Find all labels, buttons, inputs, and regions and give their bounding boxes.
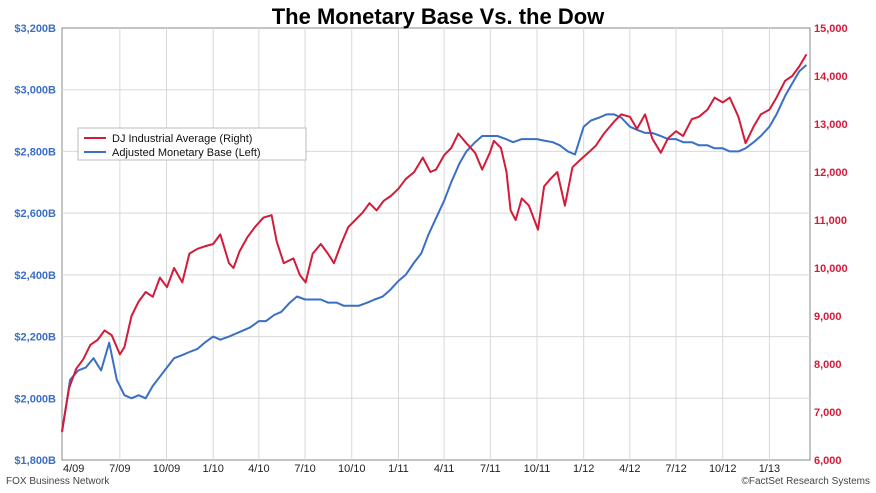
plot-area — [61, 27, 811, 461]
left-tick-label: $3,000B — [14, 85, 56, 97]
legend-label-monetary-base: Adjusted Monetary Base (Left) — [112, 147, 261, 159]
x-tick-label: 4/10 — [248, 463, 269, 475]
series-line-monetary-base — [61, 64, 808, 433]
grid — [62, 28, 810, 460]
right-tick-label: 11,000 — [814, 215, 847, 227]
right-tick-label: 7,000 — [814, 407, 842, 419]
left-tick-label: $2,200B — [14, 332, 56, 344]
x-tick-label: 1/11 — [388, 463, 409, 475]
right-tick-label: 10,000 — [814, 263, 848, 275]
right-tick-label: 12,000 — [814, 167, 848, 179]
x-tick-label: 7/09 — [109, 463, 130, 475]
right-tick-label: 15,000 — [814, 23, 848, 35]
left-tick-label: $2,000B — [14, 393, 56, 405]
right-axis: 6,000 7,000 8,000 9,000 10,000 11,000 12,000 13… — [814, 23, 848, 467]
right-tick-label: 6,000 — [814, 455, 842, 467]
x-axis: 4/09 7/09 10/09 1/10 4/10 7/10 10/10 1/11 4/11 7/… — [63, 463, 780, 475]
left-tick-label: $2,400B — [14, 270, 56, 282]
chart-title: The Monetary Base Vs. the Dow — [271, 4, 605, 29]
x-tick-label: 1/10 — [203, 463, 224, 475]
x-tick-label: 10/12 — [709, 463, 737, 475]
right-tick-label: 13,000 — [814, 119, 848, 131]
right-tick-label: 9,000 — [814, 311, 842, 323]
x-tick-label: 10/10 — [338, 463, 366, 475]
legend-label-dow: DJ Industrial Average (Right) — [112, 133, 252, 145]
x-tick-label: 4/11 — [434, 463, 455, 475]
left-tick-label: $2,600B — [14, 208, 56, 220]
x-tick-label: 4/09 — [63, 463, 84, 475]
copyright-credit: ©FactSet Research Systems — [741, 476, 870, 487]
series — [61, 53, 808, 433]
source-credit: FOX Business Network — [6, 476, 110, 487]
legend: DJ Industrial Average (Right) Adjusted M… — [77, 127, 307, 161]
x-tick-label: 7/11 — [480, 463, 501, 475]
left-tick-label: $2,800B — [14, 146, 56, 158]
x-tick-label: 4/12 — [619, 463, 640, 475]
series-line-dow — [61, 53, 808, 432]
x-tick-label: 1/12 — [573, 463, 594, 475]
left-tick-label: $1,800B — [14, 455, 56, 467]
x-tick-label: 7/12 — [665, 463, 686, 475]
left-axis: $1,800B $2,000B $2,200B $2,400B $2,600B $2,80… — [14, 23, 56, 467]
x-tick-label: 1/13 — [759, 463, 780, 475]
x-tick-label: 10/11 — [524, 463, 551, 475]
left-tick-label: $3,200B — [14, 23, 56, 35]
right-tick-label: 8,000 — [814, 359, 842, 371]
legend-box — [77, 127, 307, 161]
x-tick-label: 10/09 — [153, 463, 181, 475]
right-tick-label: 14,000 — [814, 71, 848, 83]
x-tick-label: 7/10 — [294, 463, 315, 475]
